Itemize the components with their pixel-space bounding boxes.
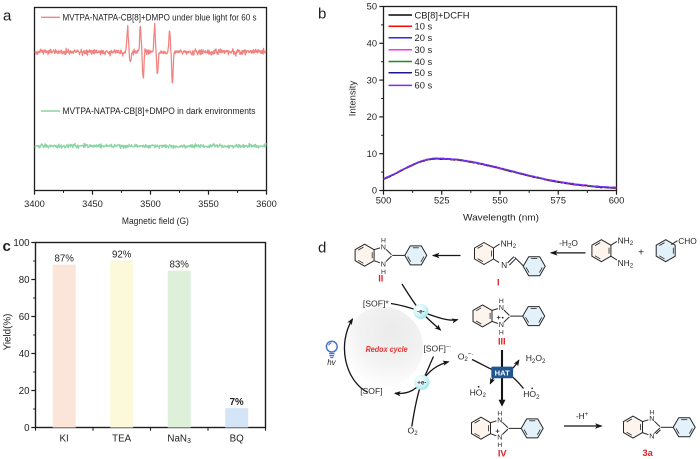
svg-text:525: 525 xyxy=(434,196,450,206)
svg-text:+: + xyxy=(497,313,502,322)
svg-text:H: H xyxy=(649,409,654,416)
svg-text:10 s: 10 s xyxy=(415,21,433,32)
svg-text:CB[8]+DCFH: CB[8]+DCFH xyxy=(415,9,470,20)
svg-text:H: H xyxy=(497,442,502,449)
svg-text:20: 20 xyxy=(19,386,30,397)
svg-text:40: 40 xyxy=(19,349,30,360)
svg-text:60 s: 60 s xyxy=(415,80,433,91)
svg-text:3450: 3450 xyxy=(82,199,103,209)
svg-text:80: 80 xyxy=(19,275,30,286)
svg-text:N: N xyxy=(499,320,504,329)
svg-text:550: 550 xyxy=(492,196,508,206)
svg-text:HAT: HAT xyxy=(495,368,510,377)
svg-text:O2: O2 xyxy=(408,426,419,438)
svg-text:0: 0 xyxy=(24,423,30,434)
svg-text:N: N xyxy=(497,433,502,442)
svg-text:0: 0 xyxy=(372,186,377,196)
svg-text:I: I xyxy=(497,277,500,287)
svg-text:83%: 83% xyxy=(169,259,189,270)
svg-text:-H2O: -H2O xyxy=(559,238,578,250)
svg-text:a: a xyxy=(3,8,12,25)
svg-text:3a: 3a xyxy=(642,448,653,458)
svg-text:KI: KI xyxy=(60,433,69,444)
svg-text:500: 500 xyxy=(376,196,392,206)
svg-text:H: H xyxy=(381,237,386,244)
svg-text:20: 20 xyxy=(367,112,377,122)
svg-text:NaN3: NaN3 xyxy=(167,433,191,445)
svg-text:III: III xyxy=(498,336,506,346)
svg-text:[SOF]: [SOF] xyxy=(360,386,382,396)
svg-text:7%: 7% xyxy=(230,397,244,408)
svg-text:N: N xyxy=(381,260,386,269)
svg-text:[SOF]*: [SOF]* xyxy=(363,298,389,308)
svg-text:N: N xyxy=(381,242,386,251)
svg-text:3400: 3400 xyxy=(24,199,45,209)
svg-text:+: + xyxy=(495,426,500,435)
svg-text:H: H xyxy=(381,269,386,276)
svg-text:IV: IV xyxy=(498,449,508,459)
svg-text:3550: 3550 xyxy=(198,199,219,209)
svg-text:H2O2: H2O2 xyxy=(526,353,546,365)
svg-text:60: 60 xyxy=(19,312,30,323)
svg-text:50: 50 xyxy=(367,2,377,12)
svg-text:NH2: NH2 xyxy=(501,239,517,251)
svg-text:50 s: 50 s xyxy=(415,67,433,78)
svg-text:87%: 87% xyxy=(54,254,74,265)
svg-text:HO2: HO2 xyxy=(523,389,540,401)
svg-text:92%: 92% xyxy=(112,249,132,260)
svg-text:hv: hv xyxy=(327,358,336,367)
svg-text:H: H xyxy=(499,298,504,305)
svg-text:30 s: 30 s xyxy=(415,44,433,55)
svg-text:Intensity: Intensity xyxy=(348,81,359,117)
svg-text:NH2: NH2 xyxy=(618,236,634,248)
svg-text:Magnetic field (G): Magnetic field (G) xyxy=(122,216,189,227)
svg-text:O2−·: O2−· xyxy=(458,351,474,363)
svg-text:3600: 3600 xyxy=(256,199,277,209)
svg-text:d: d xyxy=(318,240,326,257)
svg-text:-e-: -e- xyxy=(417,309,425,316)
svg-text:b: b xyxy=(318,6,326,23)
svg-text:40 s: 40 s xyxy=(415,56,433,67)
svg-text:Wavelength (nm): Wavelength (nm) xyxy=(463,212,539,223)
svg-text:H: H xyxy=(499,330,504,337)
svg-text:N: N xyxy=(497,415,502,424)
svg-text:MVTPA-NATPA-CB[8]+DMPO in dark: MVTPA-NATPA-CB[8]+DMPO in dark environme… xyxy=(63,106,257,116)
svg-text:575: 575 xyxy=(550,196,566,206)
svg-text:HO2: HO2 xyxy=(470,388,487,400)
svg-text:CHO: CHO xyxy=(678,236,697,246)
svg-text:II: II xyxy=(378,274,383,284)
svg-text:N: N xyxy=(649,431,654,440)
svg-text:40: 40 xyxy=(367,39,377,49)
svg-text:600: 600 xyxy=(609,196,625,206)
svg-text:20 s: 20 s xyxy=(415,32,433,43)
svg-text:Yield(%): Yield(%) xyxy=(3,314,14,351)
svg-text:-H+: -H+ xyxy=(576,411,589,421)
svg-text:+e-: +e- xyxy=(417,380,426,387)
svg-text:N: N xyxy=(649,414,654,423)
svg-text:MVTPA-NATPA-CB[8]+DMPO under b: MVTPA-NATPA-CB[8]+DMPO under blue light … xyxy=(63,12,258,22)
svg-text:100: 100 xyxy=(13,238,30,249)
svg-text:TEA: TEA xyxy=(112,433,132,444)
svg-text:NH2: NH2 xyxy=(618,258,634,270)
svg-text:[SOF]−·: [SOF]−· xyxy=(423,343,451,353)
svg-text:H: H xyxy=(497,410,502,417)
svg-text:10: 10 xyxy=(367,149,377,159)
svg-text:c: c xyxy=(3,238,11,255)
svg-text:30: 30 xyxy=(367,75,377,85)
svg-text:N: N xyxy=(499,303,504,312)
svg-text:N: N xyxy=(501,260,507,270)
svg-text:BQ: BQ xyxy=(230,433,245,444)
svg-text:+: + xyxy=(638,248,644,259)
svg-text:Redox cycle: Redox cycle xyxy=(366,344,408,354)
svg-text:3500: 3500 xyxy=(140,199,161,209)
